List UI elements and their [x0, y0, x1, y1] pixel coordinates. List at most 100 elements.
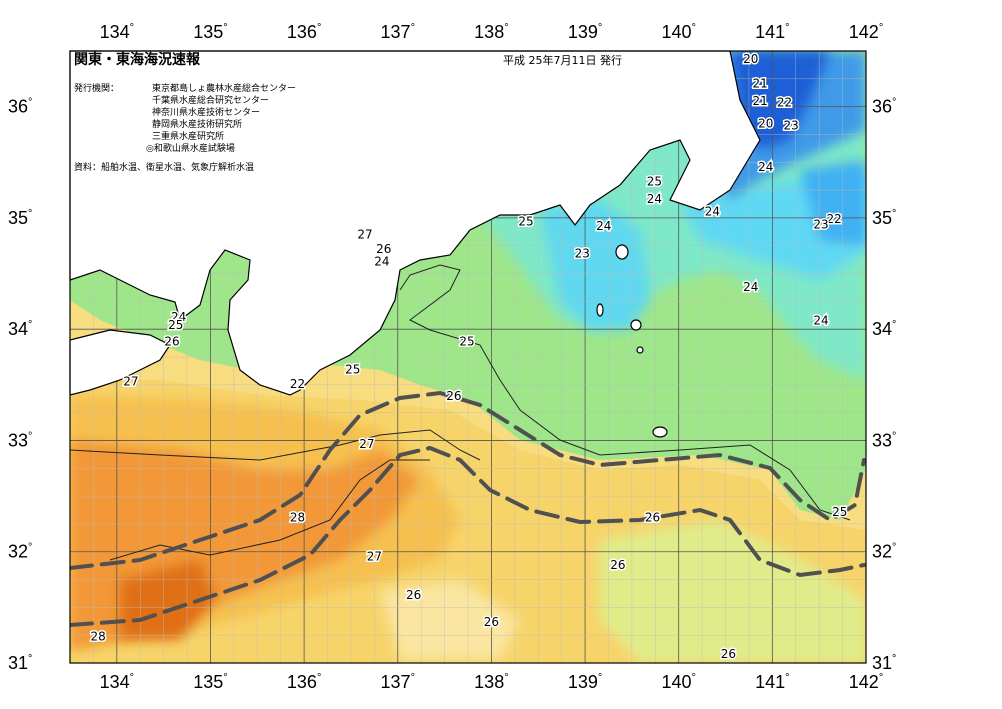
- isotherm-label: 22: [827, 212, 842, 226]
- isotherm-label: 28: [90, 629, 105, 643]
- lat-tick-right: 33°: [872, 430, 896, 450]
- isotherm-label: 24: [647, 192, 662, 206]
- isotherm-27: [70, 429, 481, 461]
- lon-tick-bottom: 142°: [849, 672, 883, 692]
- lon-tick-bottom: 136°: [287, 672, 321, 692]
- lon-tick-bottom: 134°: [100, 672, 134, 692]
- lon-tick-top: 135°: [193, 22, 227, 42]
- lat-tick-right: 35°: [872, 208, 896, 228]
- lon-tick-bottom: 137°: [381, 672, 415, 692]
- isotherm-label: 26: [645, 510, 660, 524]
- lat-tick-left: 36°: [8, 97, 32, 117]
- isotherm-label: 23: [575, 247, 590, 261]
- lon-tick-top: 140°: [661, 22, 695, 42]
- zone-20: [730, 51, 830, 150]
- isotherm-label: 24: [596, 219, 611, 233]
- zone-22: [800, 160, 866, 245]
- isotherm-label: 27: [123, 375, 138, 389]
- map-frame: [69, 50, 867, 664]
- isotherm-label: 22: [777, 95, 792, 109]
- isotherm-label: 21: [753, 76, 768, 90]
- land-hachijo: [652, 426, 668, 438]
- isotherm-label: 26: [164, 335, 179, 349]
- lon-tick-top: 136°: [287, 22, 321, 42]
- isotherm-label: 24: [813, 313, 828, 327]
- zone-27s: [380, 580, 520, 660]
- isotherm-label: 26: [721, 647, 736, 661]
- isotherm-label: 25: [345, 362, 360, 376]
- issuer-label: 発行機関：: [74, 82, 119, 94]
- header-block: 関東・東海海況速報 平成 25年7月11日 発行 発行機関： 東京都島しょ農林水…: [74, 51, 622, 173]
- lat-tick-left: 35°: [8, 208, 32, 228]
- coastline-land: [69, 50, 761, 438]
- lon-tick-bottom: 139°: [568, 672, 602, 692]
- lon-tick-bottom: 138°: [474, 672, 508, 692]
- lon-tick-bottom: 135°: [193, 672, 227, 692]
- lon-tick-top: 139°: [568, 22, 602, 42]
- isotherm-label: 24: [758, 160, 773, 174]
- lon-tick-bottom: 140°: [661, 672, 695, 692]
- land-miyake: [630, 319, 642, 331]
- isotherm-label: 25: [832, 505, 847, 519]
- land-kii: [69, 50, 761, 396]
- lon-tick-top: 141°: [755, 22, 789, 42]
- issuer-0: 東京都島しょ農林水産総合センター: [152, 82, 296, 94]
- isotherm-label: 23: [783, 119, 798, 133]
- lat-tick-left: 33°: [8, 430, 32, 450]
- isotherm-28: [109, 459, 430, 561]
- isotherm-label: 26: [610, 558, 625, 572]
- lat-tick-right: 34°: [872, 319, 896, 339]
- axis-labels: 134° 134° 135° 135° 136° 136° 137° 137° 138° 138°…: [8, 22, 896, 692]
- zone-23: [540, 200, 650, 330]
- lat-tick-left: 34°: [8, 319, 32, 339]
- isotherm-label: 27: [357, 228, 372, 242]
- isotherm-label: 24: [171, 310, 186, 324]
- isotherm-label: 26: [376, 242, 391, 256]
- issuer-2: 神奈川県水産技術センター: [152, 106, 260, 118]
- lon-tick-top: 134°: [100, 22, 134, 42]
- zone-26s: [600, 520, 866, 663]
- isotherm-25: [399, 264, 851, 521]
- isotherm-label: 24: [743, 280, 758, 294]
- land-niijima: [596, 303, 604, 317]
- isotherm-label: 21: [753, 94, 768, 108]
- isotherm-label: 26: [484, 615, 499, 629]
- lat-tick-right: 36°: [872, 97, 896, 117]
- land-shikoku: [69, 329, 171, 396]
- isotherm-label: 23: [813, 218, 828, 232]
- kuroshio-north: [70, 390, 866, 570]
- isotherm-label: 27: [367, 549, 382, 563]
- issuer-5: ◎和歌山県水産試験場: [146, 142, 235, 154]
- isotherm-label: 20: [758, 116, 773, 130]
- isotherm-label: 26: [406, 588, 421, 602]
- issuer-1: 千葉県水産総合研究センター: [152, 94, 269, 106]
- issuer-4: 三重県水産研究所: [152, 130, 224, 142]
- lon-tick-top: 137°: [381, 22, 415, 42]
- isotherm-label: 27: [359, 437, 374, 451]
- issuer-3: 静岡県水産技術研究所: [152, 118, 242, 130]
- isotherm-label: 24: [374, 254, 389, 268]
- land-oshima: [615, 244, 629, 260]
- isotherm-label: 25: [647, 174, 662, 188]
- isotherms: [70, 264, 851, 561]
- kuroshio-south: [70, 445, 866, 627]
- lat-tick-right: 32°: [872, 542, 896, 562]
- issue-date: 平成 25年7月11日 発行: [503, 53, 622, 67]
- lon-tick-top: 142°: [849, 22, 883, 42]
- isotherm-label: 25: [518, 214, 533, 228]
- isotherm-label: 25: [459, 335, 474, 349]
- map-title: 関東・東海海況速報: [74, 51, 201, 68]
- kuroshio-axis: [70, 390, 866, 627]
- isotherm-label: 20: [743, 52, 758, 66]
- lon-tick-top: 138°: [474, 22, 508, 42]
- isotherm-label: 24: [705, 204, 720, 218]
- isotherm-label: 22: [290, 377, 305, 391]
- lat-tick-right: 31°: [872, 653, 896, 673]
- lat-tick-left: 31°: [8, 653, 32, 673]
- lon-tick-bottom: 141°: [755, 672, 789, 692]
- isotherm-label: 25: [168, 318, 183, 332]
- lat-tick-left: 32°: [8, 542, 32, 562]
- isotherm-label: 28: [290, 510, 305, 524]
